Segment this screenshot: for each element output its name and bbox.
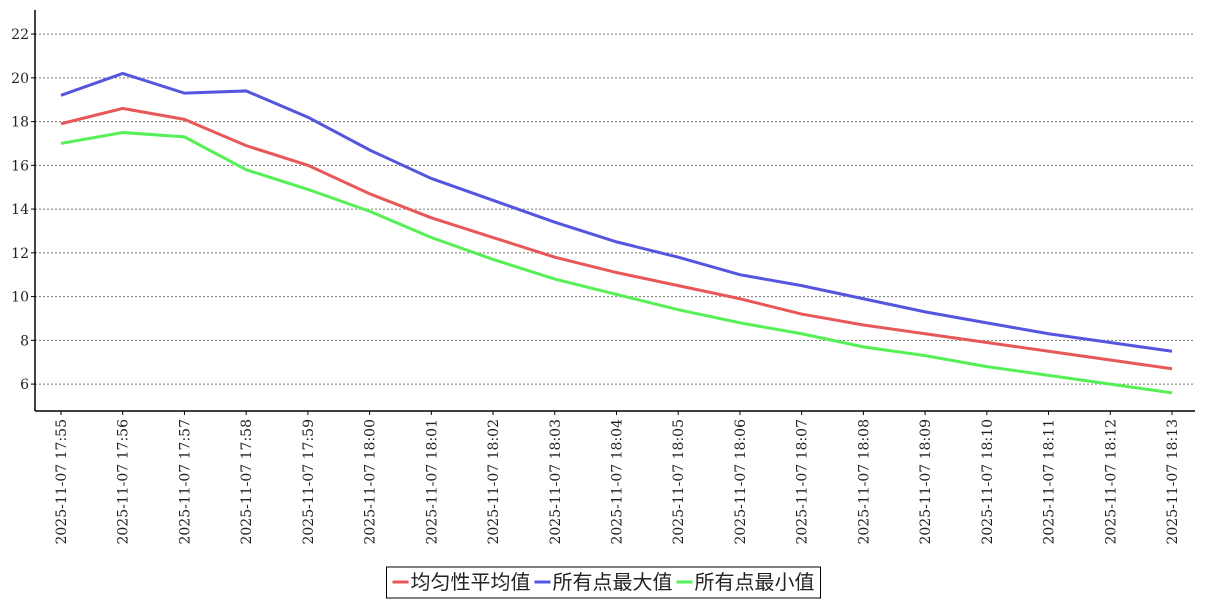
y-tick-label: 14 <box>11 202 29 218</box>
series-line <box>60 131 1173 395</box>
x-tick-label: 2025-11-07 18:05 <box>671 419 687 545</box>
y-tick-label: 8 <box>20 333 29 349</box>
x-tick-label: 2025-11-07 17:59 <box>301 419 317 545</box>
x-tick-label: 2025-11-07 18:12 <box>1103 419 1119 545</box>
x-tick-label: 2025-11-07 17:56 <box>116 419 132 545</box>
x-tick-label: 2025-11-07 17:58 <box>239 419 255 545</box>
y-tick-label: 16 <box>11 158 29 174</box>
x-tick-label: 2025-11-07 18:08 <box>856 419 872 545</box>
series-line <box>60 106 1173 371</box>
y-tick-label: 22 <box>11 27 29 43</box>
x-tick-label: 2025-11-07 18:07 <box>795 419 811 545</box>
y-tick-label: 6 <box>20 377 29 393</box>
x-tick-label: 2025-11-07 18:06 <box>733 419 749 545</box>
legend-box <box>386 566 821 599</box>
x-tick-label: 2025-11-07 18:09 <box>918 419 934 545</box>
legend-label: 所有点最大值 <box>553 570 673 594</box>
x-tick-label: 2025-11-07 18:03 <box>548 419 564 545</box>
legend-label: 均匀性平均值 <box>411 570 531 594</box>
x-tick-label: 2025-11-07 18:01 <box>424 419 440 545</box>
y-tick-label: 18 <box>11 115 29 131</box>
series-line <box>60 71 1173 353</box>
x-tick-label: 2025-11-07 17:55 <box>54 419 70 545</box>
y-tick-label: 20 <box>11 71 29 87</box>
x-tick-label: 2025-11-07 18:04 <box>610 419 626 545</box>
y-tick-label: 10 <box>11 290 29 306</box>
x-tick-label: 2025-11-07 18:13 <box>1165 419 1181 545</box>
x-tick-label: 2025-11-07 18:10 <box>980 419 996 545</box>
y-tick-label: 12 <box>11 246 29 262</box>
x-tick-label: 2025-11-07 17:57 <box>177 419 193 545</box>
legend-label: 所有点最小值 <box>695 570 815 594</box>
x-tick-label: 2025-11-07 18:11 <box>1042 419 1058 545</box>
x-tick-label: 2025-11-07 18:02 <box>486 419 502 545</box>
legend: 均匀性平均值 所有点最大值 所有点最小值 <box>386 566 821 599</box>
x-tick-label: 2025-11-07 18:00 <box>363 419 379 545</box>
